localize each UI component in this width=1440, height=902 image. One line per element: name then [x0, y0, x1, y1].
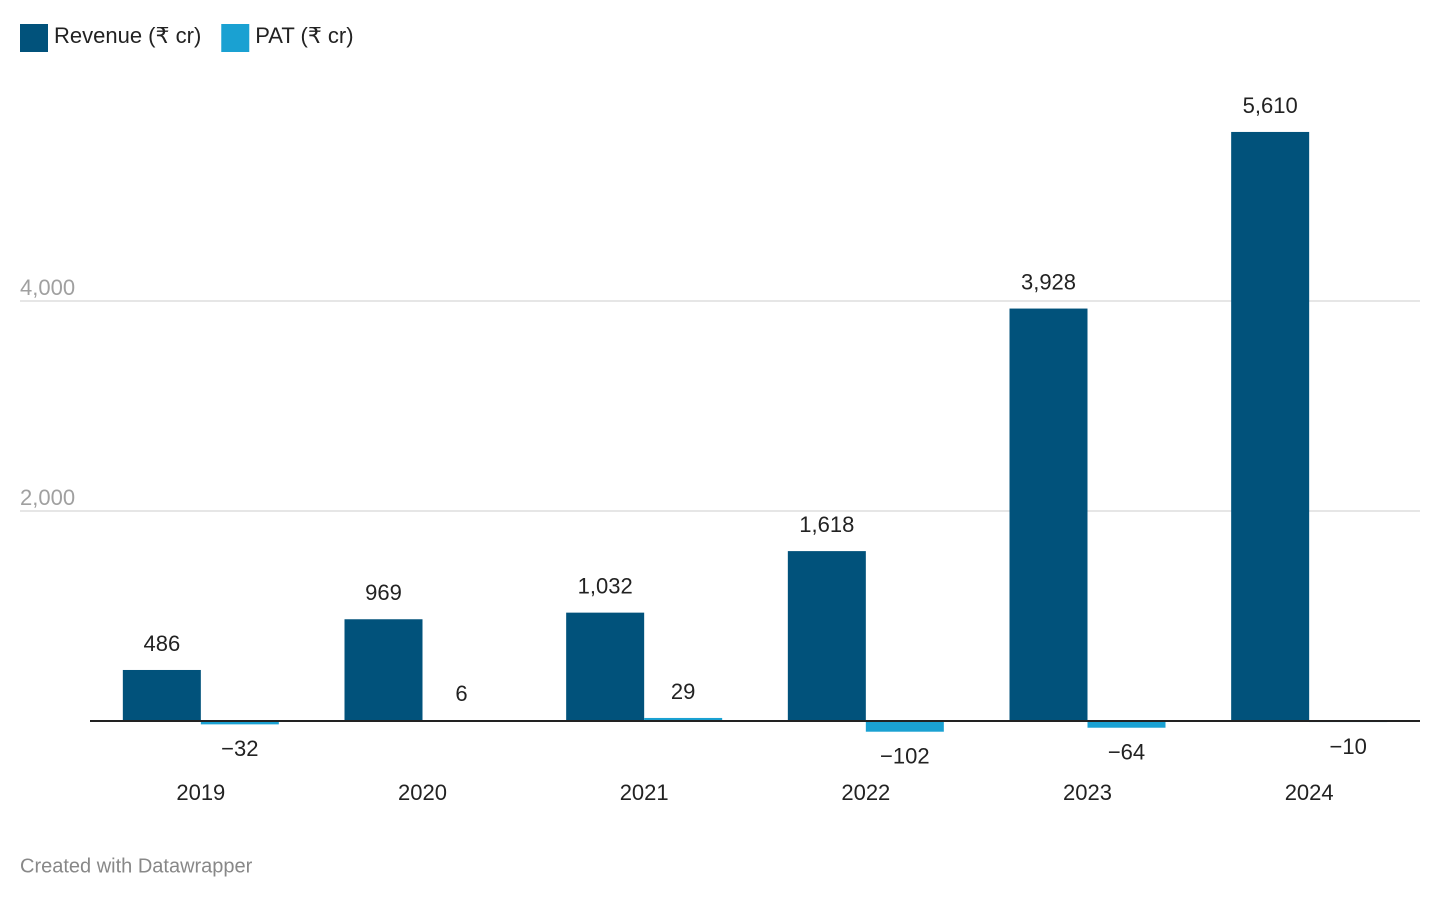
bar [787, 551, 866, 721]
bar [122, 669, 201, 721]
bar [865, 721, 944, 732]
value-label: −102 [880, 744, 930, 769]
value-label: 3,928 [1021, 269, 1076, 294]
value-label: 486 [143, 631, 180, 656]
bar [200, 721, 279, 725]
bar [344, 619, 423, 721]
bar [644, 717, 723, 721]
bar [1009, 308, 1088, 721]
x-tick-label: 2022 [841, 780, 890, 805]
x-tick-label: 2024 [1285, 780, 1334, 805]
legend-swatch [221, 24, 250, 52]
value-label: −10 [1330, 734, 1367, 759]
bar [1231, 131, 1310, 721]
x-tick-label: 2023 [1063, 780, 1112, 805]
y-tick-label: 4,000 [20, 275, 75, 300]
value-label: 1,032 [578, 573, 633, 598]
value-label: −64 [1108, 740, 1145, 765]
value-label: −32 [221, 736, 258, 761]
x-tick-label: 2021 [620, 780, 669, 805]
x-tick-label: 2020 [398, 780, 447, 805]
bar [1087, 721, 1166, 728]
value-label: 969 [365, 580, 402, 605]
footer: Created with Datawrapper [20, 855, 253, 877]
legend-label: PAT (₹ cr) [255, 23, 353, 48]
value-label: 1,618 [799, 512, 854, 537]
legend-swatch [20, 24, 48, 52]
value-label: 29 [671, 679, 695, 704]
y-tick-label: 2,000 [20, 485, 75, 510]
bar [566, 612, 645, 721]
value-label: 6 [455, 681, 467, 706]
legend-label: Revenue (₹ cr) [54, 23, 201, 48]
value-label: 5,610 [1243, 93, 1298, 118]
x-tick-label: 2019 [176, 780, 225, 805]
